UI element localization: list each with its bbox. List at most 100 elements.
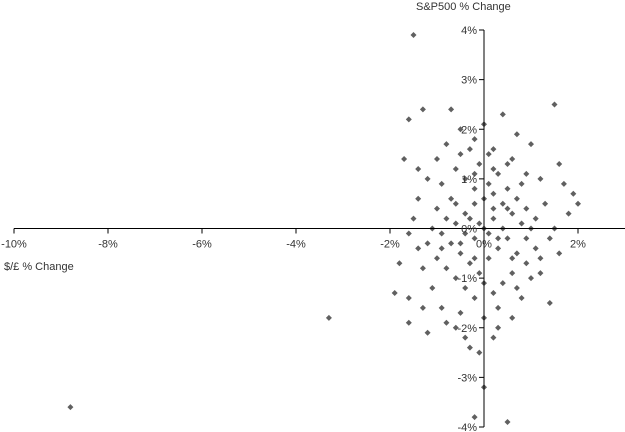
data-point <box>532 215 539 222</box>
data-point <box>556 160 563 167</box>
data-point <box>452 324 459 331</box>
data-point <box>495 304 502 311</box>
data-point <box>466 146 473 153</box>
y-tick-label: -3% <box>457 372 477 384</box>
data-point <box>448 240 455 247</box>
data-point <box>448 106 455 113</box>
data-point <box>485 230 492 237</box>
data-point <box>504 205 511 212</box>
data-point <box>471 235 478 242</box>
data-point <box>438 180 445 187</box>
data-point <box>504 419 511 426</box>
x-tick-label: 2% <box>570 239 586 251</box>
y-ticks: -4% -3% -2% -1% 0% 1% 2% 3% 4% <box>457 25 484 432</box>
data-point <box>542 200 549 207</box>
x-tick-label: -4% <box>286 239 306 251</box>
data-point <box>471 170 478 177</box>
x-tick-label: -2% <box>380 239 400 251</box>
data-point <box>452 220 459 227</box>
data-point <box>490 205 497 212</box>
data-point <box>419 304 426 311</box>
data-point <box>471 185 478 192</box>
y-tick-label: 1% <box>461 174 477 186</box>
data-point <box>485 180 492 187</box>
data-point <box>537 270 544 277</box>
data-point <box>537 255 544 262</box>
data-point <box>419 265 426 272</box>
data-point <box>452 165 459 172</box>
data-point <box>485 151 492 158</box>
data-point <box>391 290 398 297</box>
data-point <box>509 156 516 163</box>
data-point <box>523 205 530 212</box>
data-point <box>396 260 403 267</box>
data-point <box>471 136 478 143</box>
y-tick-label: -4% <box>457 422 477 432</box>
data-point <box>560 180 567 187</box>
data-point <box>471 414 478 421</box>
data-point <box>452 275 459 282</box>
data-point <box>443 215 450 222</box>
data-point <box>523 170 530 177</box>
data-point <box>528 275 534 282</box>
data-point <box>466 215 473 222</box>
data-point <box>490 334 497 341</box>
data-point <box>419 106 426 113</box>
data-point <box>509 255 516 262</box>
data-point <box>495 245 502 252</box>
data-point <box>532 245 539 252</box>
data-point <box>434 205 440 212</box>
data-point <box>575 200 581 207</box>
data-point <box>518 180 525 187</box>
data-point <box>546 235 553 242</box>
y-axis-title: S&P500 % Change <box>416 1 511 13</box>
data-point <box>476 160 483 167</box>
data-point <box>415 245 422 252</box>
data-point <box>476 349 483 356</box>
data-point <box>457 250 464 257</box>
data-point <box>513 195 520 202</box>
data-point <box>443 265 450 272</box>
data-point <box>443 319 450 326</box>
data-point <box>490 165 497 172</box>
data-point <box>462 230 469 237</box>
data-point <box>537 175 544 182</box>
y-tick-label: -2% <box>457 323 477 335</box>
data-point <box>499 111 506 118</box>
data-point <box>434 255 440 262</box>
data-point <box>556 250 563 257</box>
data-point <box>457 309 464 316</box>
data-point <box>490 290 497 297</box>
x-tick-label: 0% <box>476 239 492 251</box>
data-point <box>518 220 525 227</box>
data-point <box>504 235 511 242</box>
data-point <box>523 260 530 267</box>
data-point <box>466 344 473 351</box>
x-axis-title: $/£ % Change <box>4 261 74 273</box>
data-point <box>570 190 577 197</box>
data-point <box>405 319 412 326</box>
data-point <box>499 280 506 287</box>
data-point <box>457 151 464 158</box>
data-point <box>495 170 502 177</box>
data-point <box>457 126 464 133</box>
x-tick-label: -6% <box>192 239 212 251</box>
x-tick-label: -10% <box>1 239 27 251</box>
data-point <box>415 195 422 202</box>
y-tick-label: 3% <box>461 75 477 87</box>
x-tick-label: -8% <box>98 239 118 251</box>
data-point <box>528 141 534 148</box>
data-point <box>424 240 431 247</box>
data-point <box>405 230 412 237</box>
data-point <box>438 230 445 237</box>
data-point <box>495 235 502 242</box>
y-tick-label: 2% <box>461 124 477 136</box>
data-point <box>495 324 502 331</box>
data-point <box>438 245 445 252</box>
data-point <box>462 175 469 182</box>
data-point <box>518 294 525 301</box>
data-point <box>551 101 558 108</box>
data-point <box>410 31 417 38</box>
data-point <box>462 285 469 292</box>
